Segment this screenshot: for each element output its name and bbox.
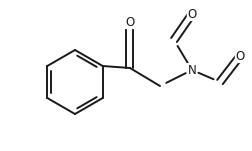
Text: O: O	[187, 8, 196, 21]
Text: O: O	[125, 16, 134, 29]
Text: N: N	[187, 64, 196, 77]
Text: O: O	[234, 50, 244, 63]
